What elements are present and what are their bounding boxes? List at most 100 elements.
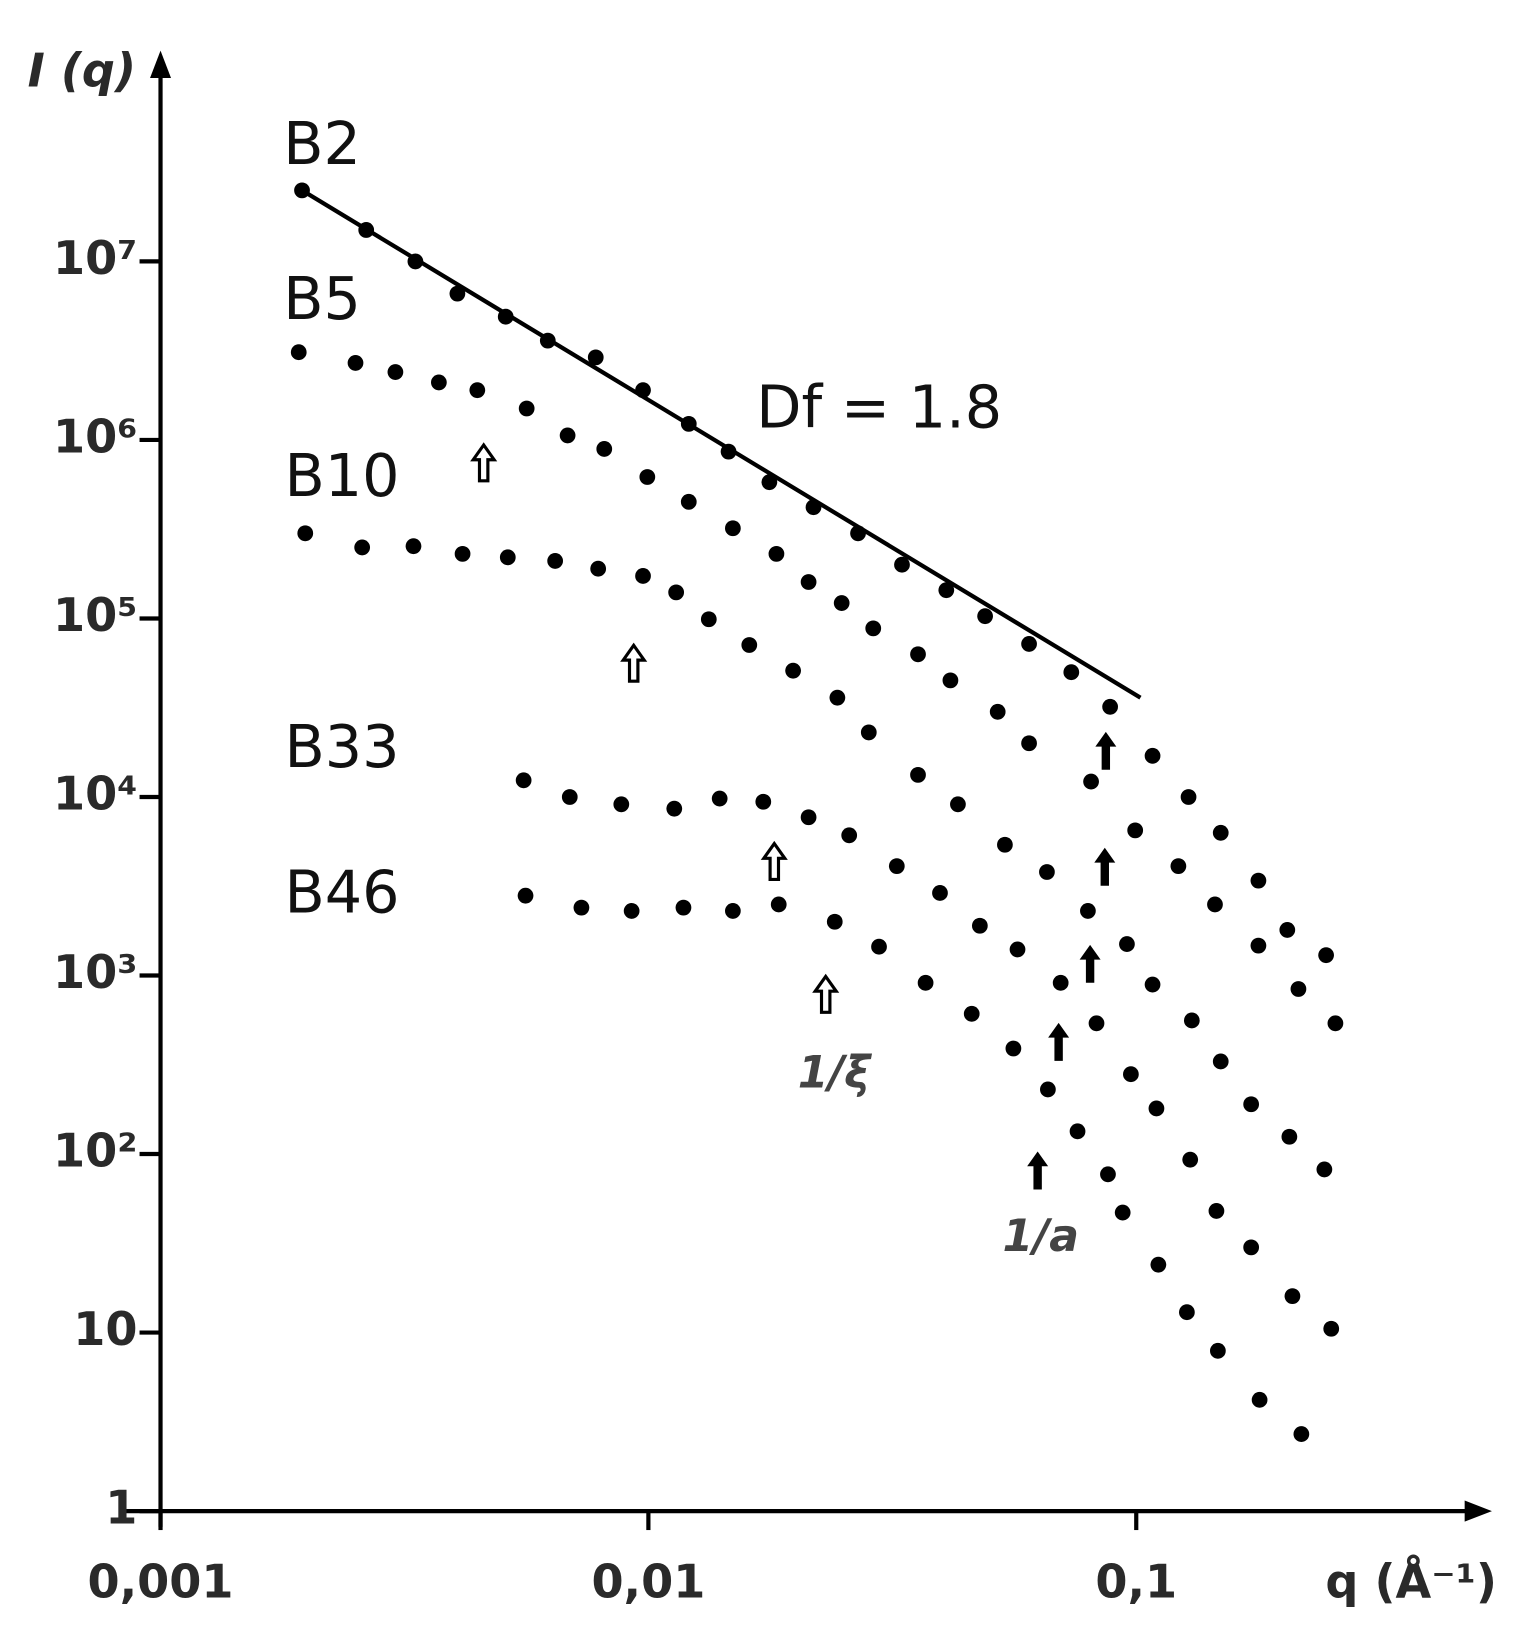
data-point: [1316, 1161, 1333, 1178]
data-point: [547, 553, 564, 569]
data-point: [761, 474, 778, 491]
series-label: B10: [285, 441, 400, 510]
data-point: [711, 790, 728, 807]
data-point: [850, 525, 866, 542]
data-point: [800, 574, 817, 590]
data-point: [1180, 789, 1197, 805]
data-point: [387, 364, 404, 380]
series-label: B33: [285, 712, 400, 781]
data-point: [587, 349, 604, 366]
data-point: [1251, 1391, 1268, 1408]
data-point: [1080, 903, 1096, 919]
filled-arrow: [1095, 731, 1117, 770]
data-point: [518, 400, 535, 417]
data-point: [635, 382, 651, 399]
data-point: [942, 672, 959, 689]
y-tick-label: 10⁵: [53, 588, 137, 642]
data-point: [1290, 981, 1307, 997]
data-point: [1083, 773, 1099, 790]
data-point: [497, 308, 514, 325]
filled-arrow: [1079, 944, 1101, 983]
data-point: [635, 568, 651, 584]
data-point: [680, 415, 697, 432]
data-point: [1250, 872, 1267, 889]
data-point: [910, 646, 926, 663]
data-point: [1250, 937, 1267, 954]
series-label: B5: [283, 264, 361, 333]
data-point: [431, 374, 447, 391]
data-point: [917, 974, 934, 991]
x-axis-title: q (Å⁻¹): [1325, 1554, 1497, 1608]
x-tick-label: 0,1: [1095, 1554, 1177, 1608]
filled-arrow: [1027, 1151, 1049, 1190]
data-point: [539, 332, 556, 349]
data-point: [1207, 896, 1223, 913]
data-point: [407, 253, 424, 270]
data-point: [1284, 1288, 1301, 1305]
data-point: [613, 796, 630, 813]
data-point: [725, 903, 741, 919]
x-axis-arrow: [1464, 1500, 1492, 1522]
data-point: [1179, 1304, 1195, 1321]
data-point: [1100, 1166, 1116, 1183]
data-point: [1210, 1342, 1226, 1359]
data-point: [561, 789, 578, 805]
data-point: [1243, 1239, 1260, 1256]
data-point: [1088, 1015, 1105, 1032]
data-point: [833, 595, 850, 611]
data-point: [700, 611, 717, 628]
open-arrow: [812, 973, 840, 1014]
data-point: [590, 560, 607, 577]
data-point: [977, 608, 993, 625]
data-point: [499, 549, 516, 566]
open-arrow: [470, 442, 498, 483]
data-point: [639, 469, 656, 485]
data-point: [1144, 976, 1161, 993]
series: [297, 525, 1333, 1178]
data-point: [1318, 947, 1334, 964]
x-tick-label: 0,001: [88, 1554, 234, 1608]
data-point: [1040, 1081, 1056, 1098]
data-point: [800, 809, 817, 826]
data-point: [1005, 1040, 1022, 1057]
open-arrow: [760, 840, 788, 882]
data-point: [354, 539, 371, 556]
data-point: [1183, 1012, 1200, 1029]
data-point: [449, 285, 466, 302]
data-point: [1102, 698, 1118, 715]
y-axis-arrow: [150, 50, 172, 79]
data-point: [358, 222, 375, 238]
data-point: [841, 827, 858, 844]
series: [515, 772, 1340, 1337]
data-point: [517, 887, 534, 904]
data-point: [871, 938, 887, 955]
data-point: [1148, 1100, 1165, 1117]
data-point: [1127, 822, 1144, 839]
data-point: [515, 772, 532, 789]
data-point: [720, 443, 737, 460]
series-label: B46: [285, 857, 400, 926]
filled-arrow: [1094, 847, 1116, 886]
data-point: [1144, 747, 1161, 764]
annotation: 1/a: [1003, 1211, 1079, 1262]
data-point: [785, 662, 801, 679]
data-point: [1281, 1128, 1298, 1145]
data-point: [932, 885, 948, 901]
data-point: [1182, 1151, 1199, 1168]
correlation-arrows-open: [470, 442, 840, 1014]
filled-arrow: [1048, 1022, 1070, 1061]
data-point: [623, 903, 640, 919]
y-tick-label: 10: [73, 1302, 137, 1356]
data-point: [290, 344, 307, 361]
x-tick-label: 0,01: [591, 1554, 705, 1608]
data-point: [805, 499, 822, 516]
data-point: [454, 545, 471, 562]
annotation: Df = 1.8: [756, 372, 1002, 441]
data-point: [1039, 864, 1055, 880]
y-tick-label: 1: [105, 1481, 137, 1535]
data-point: [596, 441, 613, 457]
data-point: [741, 637, 758, 653]
data-point: [668, 584, 685, 601]
data-point: [1279, 922, 1296, 938]
data-point: [989, 703, 1006, 720]
